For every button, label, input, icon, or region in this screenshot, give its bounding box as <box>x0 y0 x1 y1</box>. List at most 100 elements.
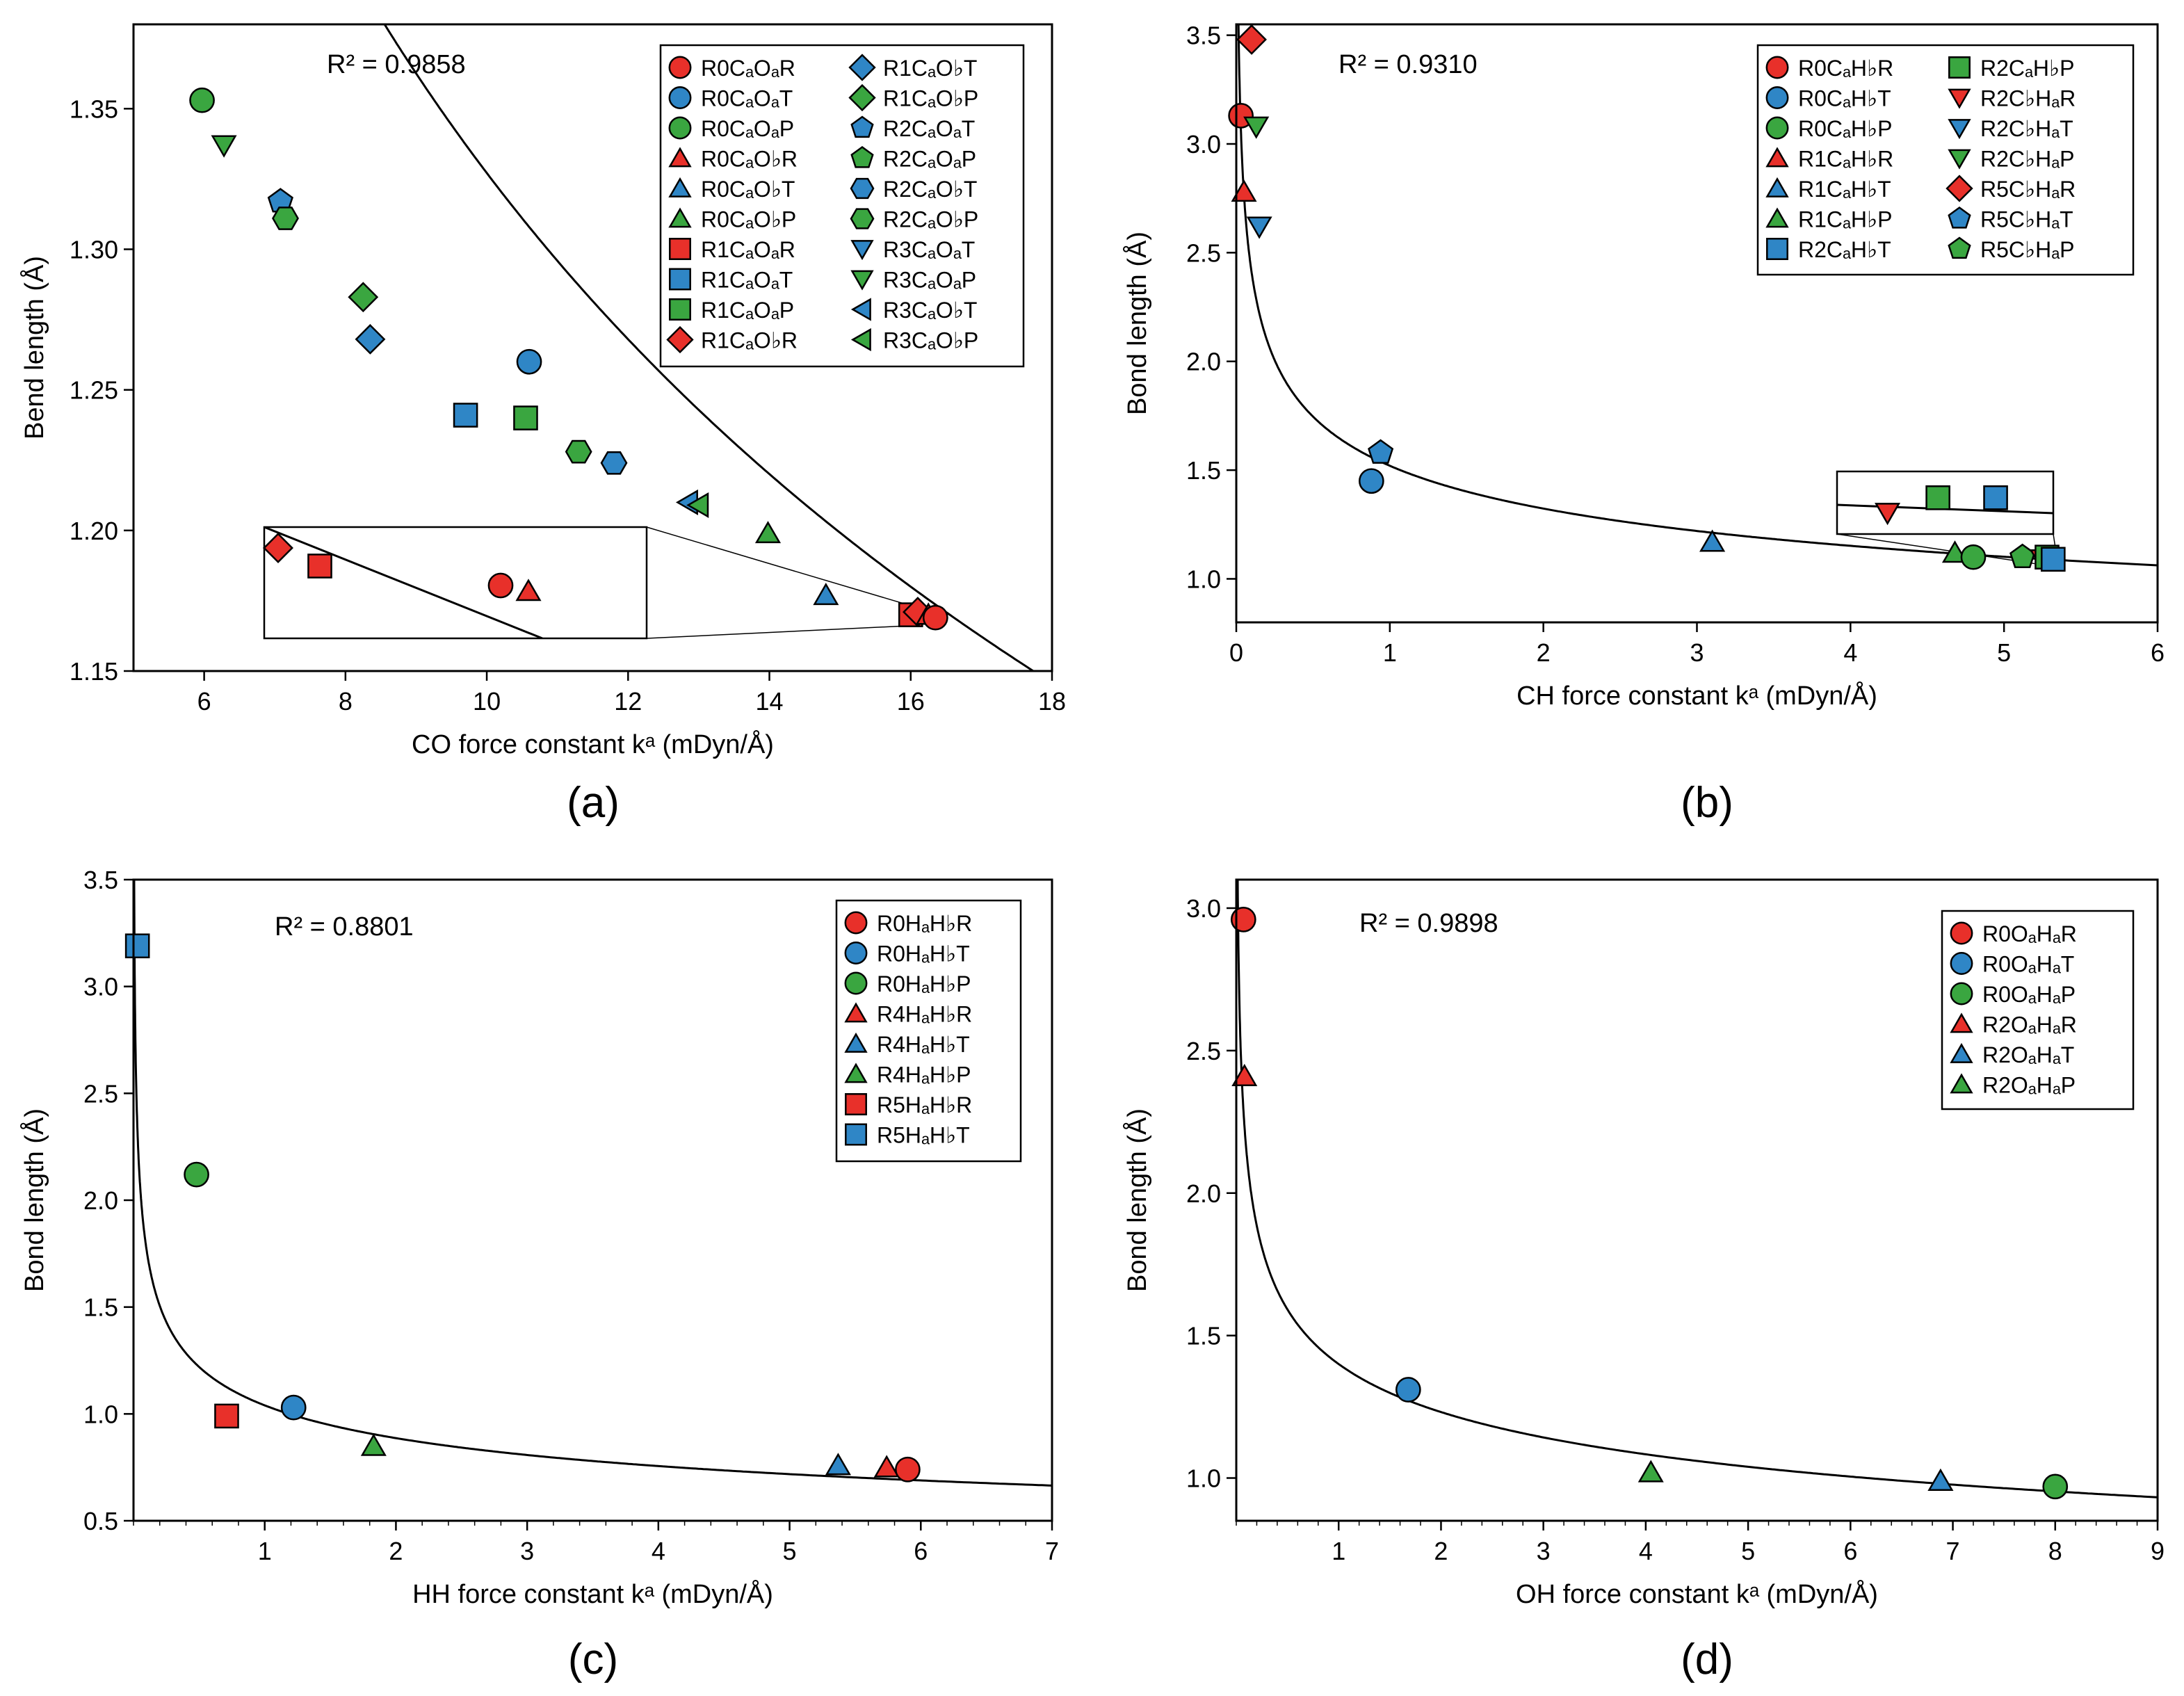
legend-box <box>1941 910 2135 1111</box>
legend-label: R2CₐH♭P <box>1980 56 2074 81</box>
legend-marker <box>844 1002 868 1023</box>
data-point <box>686 492 709 518</box>
inset-connector <box>646 526 904 604</box>
data-point <box>184 1161 209 1188</box>
legend-label: R0CₐH♭P <box>1798 116 1892 141</box>
legend-marker <box>1950 1042 1973 1063</box>
panel-label: (c) <box>568 1636 618 1683</box>
legend-marker <box>1948 206 1971 229</box>
legend-marker <box>850 240 874 261</box>
legend-label: R2C♭HₐT <box>1980 116 2073 141</box>
data-point <box>516 348 542 375</box>
legend-label: R2CₐOₐT <box>883 116 975 141</box>
data-point <box>1699 529 1726 552</box>
x-tick-label: 3 <box>520 1537 534 1565</box>
y-tick-label: 3.0 <box>1186 130 1221 159</box>
legend-label: R0OₐHₐT <box>1982 952 2074 977</box>
fit-curve <box>1237 24 2158 567</box>
x-tick-label: 7 <box>1045 1537 1059 1565</box>
legend-label: R2C♭HₐR <box>1980 86 2076 111</box>
y-tick-label: 2.0 <box>1186 348 1221 376</box>
y-tick-label: 1.0 <box>1186 565 1221 593</box>
data-point <box>355 323 386 355</box>
data-point <box>600 451 628 475</box>
legend-label: R3CₐO♭T <box>883 298 977 323</box>
plot-area <box>134 880 1052 1487</box>
legend-marker <box>668 147 692 168</box>
x-tick-label: 8 <box>339 687 353 716</box>
inset-connector <box>646 625 904 639</box>
data-point <box>825 1453 851 1476</box>
y-tick-label: 1.15 <box>70 657 118 686</box>
legend-label: R4HₐH♭P <box>877 1063 971 1088</box>
y-tick-label: 1.5 <box>1186 1322 1221 1350</box>
y-tick-label: 2.5 <box>1186 239 1221 267</box>
data-point <box>1231 1063 1258 1087</box>
y-axis-title: Bend length (Å) <box>19 256 49 439</box>
panel-label: (b) <box>1681 779 1733 827</box>
inset-data-point <box>263 533 293 563</box>
data-point <box>1231 179 1257 202</box>
legend-marker <box>1946 175 1973 202</box>
y-tick-label: 1.30 <box>70 235 118 264</box>
x-tick-label: 0 <box>1229 638 1243 667</box>
data-point <box>2041 547 2066 572</box>
y-tick-label: 3.5 <box>1186 22 1221 50</box>
legend-box <box>835 899 1022 1163</box>
plot-frame <box>1235 878 2159 1522</box>
legend-label: R0HₐH♭R <box>877 911 972 936</box>
data-point <box>124 933 150 959</box>
legend-label: R1CₐO♭T <box>883 56 977 81</box>
legend-marker <box>669 298 691 321</box>
data-point <box>1395 1377 1421 1403</box>
legend-marker <box>666 325 694 354</box>
legend-marker <box>844 1063 868 1083</box>
legend-label: R0HₐH♭T <box>877 942 970 967</box>
r-squared-label: R² = 0.9898 <box>1359 909 1498 938</box>
y-tick-label: 1.5 <box>83 1293 118 1322</box>
x-tick-label: 4 <box>1843 638 1857 667</box>
legend-label: R1CₐH♭T <box>1798 177 1891 202</box>
legend-marker <box>850 270 874 291</box>
data-point <box>873 1455 900 1478</box>
x-tick-label: 14 <box>756 687 784 716</box>
legend-label: R2OₐHₐP <box>1982 1073 2076 1098</box>
legend-marker <box>844 1032 868 1053</box>
legend-marker <box>1765 86 1789 109</box>
x-tick-label: 2 <box>1434 1537 1448 1565</box>
panel-b: 0 1 2 3 4 5 6 1.0 1.5 2.0 2.5 3.0 3.5 CH force consta… <box>1122 22 2165 827</box>
legend-label: R5HₐH♭T <box>877 1123 970 1148</box>
legend-marker <box>848 83 876 112</box>
x-axis-title: OH force constant kᵃ (mDyn/Å) <box>1516 1578 1878 1609</box>
x-axis-title: CO force constant kᵃ (mDyn/Å) <box>412 729 774 759</box>
data-point <box>922 604 948 631</box>
legend-label: R0OₐHₐR <box>1982 921 2077 946</box>
legend-marker <box>1950 1073 1973 1094</box>
x-tick-label: 10 <box>473 687 501 716</box>
legend-marker <box>1765 147 1789 168</box>
legend-label: R5C♭HₐR <box>1980 177 2076 202</box>
data-point <box>1243 116 1270 139</box>
inset-data-point <box>515 579 542 601</box>
x-tick-label: 5 <box>1997 638 2011 667</box>
r-squared-label: R² = 0.8801 <box>275 912 414 942</box>
legend-marker <box>850 177 875 200</box>
legend-label: R1CₐO♭P <box>883 86 978 111</box>
panel-c: 1 2 3 4 5 6 7 0.5 1.0 1.5 2.0 2.5 3.0 3.5 HH force con… <box>19 866 1059 1683</box>
data-point <box>1236 24 1267 55</box>
y-tick-label: 2.0 <box>1186 1179 1221 1208</box>
inset-box <box>263 526 648 640</box>
legend-marker <box>668 86 692 109</box>
data-point <box>189 87 215 113</box>
inset-fit-curve <box>264 527 543 638</box>
legend-label: R2C♭HₐP <box>1980 147 2074 172</box>
legend-label: R2CₐO♭P <box>883 207 978 232</box>
x-tick-label: 18 <box>1038 687 1066 716</box>
legend-label: R0CₐH♭R <box>1798 56 1893 81</box>
plot-area <box>1236 880 2158 1499</box>
legend-label: R0HₐH♭P <box>877 971 971 996</box>
data-point <box>1246 216 1272 239</box>
data-point <box>1368 439 1394 464</box>
legend-label: R0CₐH♭T <box>1798 86 1891 111</box>
